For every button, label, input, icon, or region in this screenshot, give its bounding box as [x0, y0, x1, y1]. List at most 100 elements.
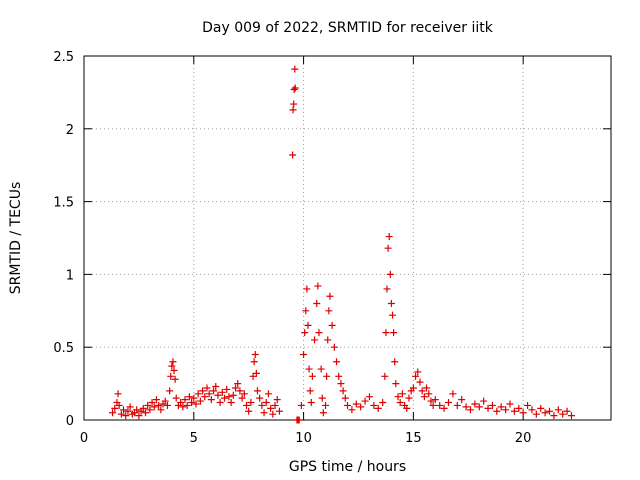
- data-point: [109, 409, 117, 417]
- data-point: [326, 292, 334, 300]
- data-point: [253, 387, 261, 395]
- data-point: [398, 390, 406, 398]
- data-point: [416, 378, 424, 386]
- data-point: [532, 410, 540, 418]
- data-point: [247, 399, 255, 407]
- data-point: [192, 400, 200, 408]
- data-point: [389, 311, 397, 319]
- data-point: [199, 387, 207, 395]
- data-point: [440, 404, 448, 412]
- data-point: [370, 401, 378, 409]
- data-point: [502, 406, 510, 414]
- data-point: [124, 407, 132, 415]
- data-point: [429, 401, 437, 409]
- data-point: [541, 409, 549, 417]
- data-point: [225, 393, 233, 401]
- data-point: [386, 270, 394, 278]
- data-point: [418, 387, 426, 395]
- data-point: [221, 394, 229, 402]
- data-point: [170, 366, 178, 374]
- data-point: [157, 406, 165, 414]
- data-point: [382, 329, 390, 337]
- data-point: [218, 388, 226, 396]
- data-point: [390, 329, 398, 337]
- data-point: [111, 404, 119, 412]
- data-point: [423, 384, 431, 392]
- data-point: [559, 410, 567, 418]
- data-point: [313, 300, 321, 308]
- data-point: [318, 394, 326, 402]
- plot-frame: [83, 55, 612, 421]
- axis-ticks: 0 0.5 1 1.5 2 2.5 0 5 10 15 20: [53, 50, 611, 446]
- data-point: [314, 282, 322, 290]
- data-point: [506, 400, 514, 408]
- data-point: [324, 336, 332, 344]
- data-point: [117, 410, 125, 418]
- x-tick-label: 0: [80, 431, 88, 446]
- x-tick-label: 5: [190, 431, 198, 446]
- data-point: [453, 401, 461, 409]
- data-point: [394, 393, 402, 401]
- data-point: [475, 403, 483, 411]
- data-point: [148, 399, 156, 407]
- x-tick-label: 20: [515, 431, 532, 446]
- data-point: [546, 407, 554, 415]
- data-point: [290, 100, 298, 108]
- data-point: [302, 307, 310, 315]
- data-point: [210, 387, 218, 395]
- data-point: [297, 401, 305, 409]
- data-point: [275, 407, 283, 415]
- data-point: [493, 407, 501, 415]
- y-tick-label: 2.5: [53, 50, 74, 65]
- data-point: [357, 403, 365, 411]
- data-point: [361, 397, 369, 405]
- data-point: [141, 409, 149, 417]
- data-point: [458, 396, 466, 404]
- data-point: [267, 404, 275, 412]
- data-point: [269, 410, 277, 418]
- data-point: [166, 387, 174, 395]
- data-point: [335, 372, 343, 380]
- chart-title: Day 009 of 2022, SRMTID for receiver iit…: [202, 20, 494, 36]
- y-tick-label: 1: [66, 268, 74, 283]
- data-point: [339, 387, 347, 395]
- data-point: [403, 404, 411, 412]
- data-point: [387, 300, 395, 308]
- data-point: [319, 409, 327, 417]
- data-point: [554, 406, 562, 414]
- data-point: [232, 384, 240, 392]
- data-point: [291, 65, 299, 73]
- data-point: [471, 400, 479, 408]
- data-point: [524, 401, 532, 409]
- data-point: [212, 383, 220, 391]
- data-point: [262, 399, 270, 407]
- data-point: [365, 393, 373, 401]
- y-tick-label: 1.5: [53, 196, 74, 211]
- y-axis-label: SRMTID / TECUs: [8, 182, 24, 295]
- data-point: [311, 336, 319, 344]
- data-point: [252, 369, 260, 377]
- data-point: [462, 403, 470, 411]
- data-point: [427, 397, 435, 405]
- data-point: [315, 329, 323, 337]
- y-tick-label: 2: [66, 123, 74, 138]
- data-point: [188, 399, 196, 407]
- data-point: [412, 372, 420, 380]
- data-point: [289, 151, 297, 159]
- data-point: [344, 401, 351, 409]
- data-point: [271, 401, 279, 409]
- data-point: [383, 285, 391, 293]
- data-point: [190, 394, 198, 402]
- data-point: [445, 399, 453, 407]
- data-point: [322, 401, 330, 409]
- data-point: [303, 285, 311, 293]
- data-point: [290, 85, 298, 93]
- data-point: [391, 358, 399, 366]
- data-point: [431, 396, 439, 404]
- data-point: [341, 394, 349, 402]
- data-point: [425, 390, 433, 398]
- data-point: [120, 406, 128, 414]
- data-point: [135, 412, 143, 420]
- data-point: [528, 406, 536, 414]
- data-point: [250, 358, 258, 366]
